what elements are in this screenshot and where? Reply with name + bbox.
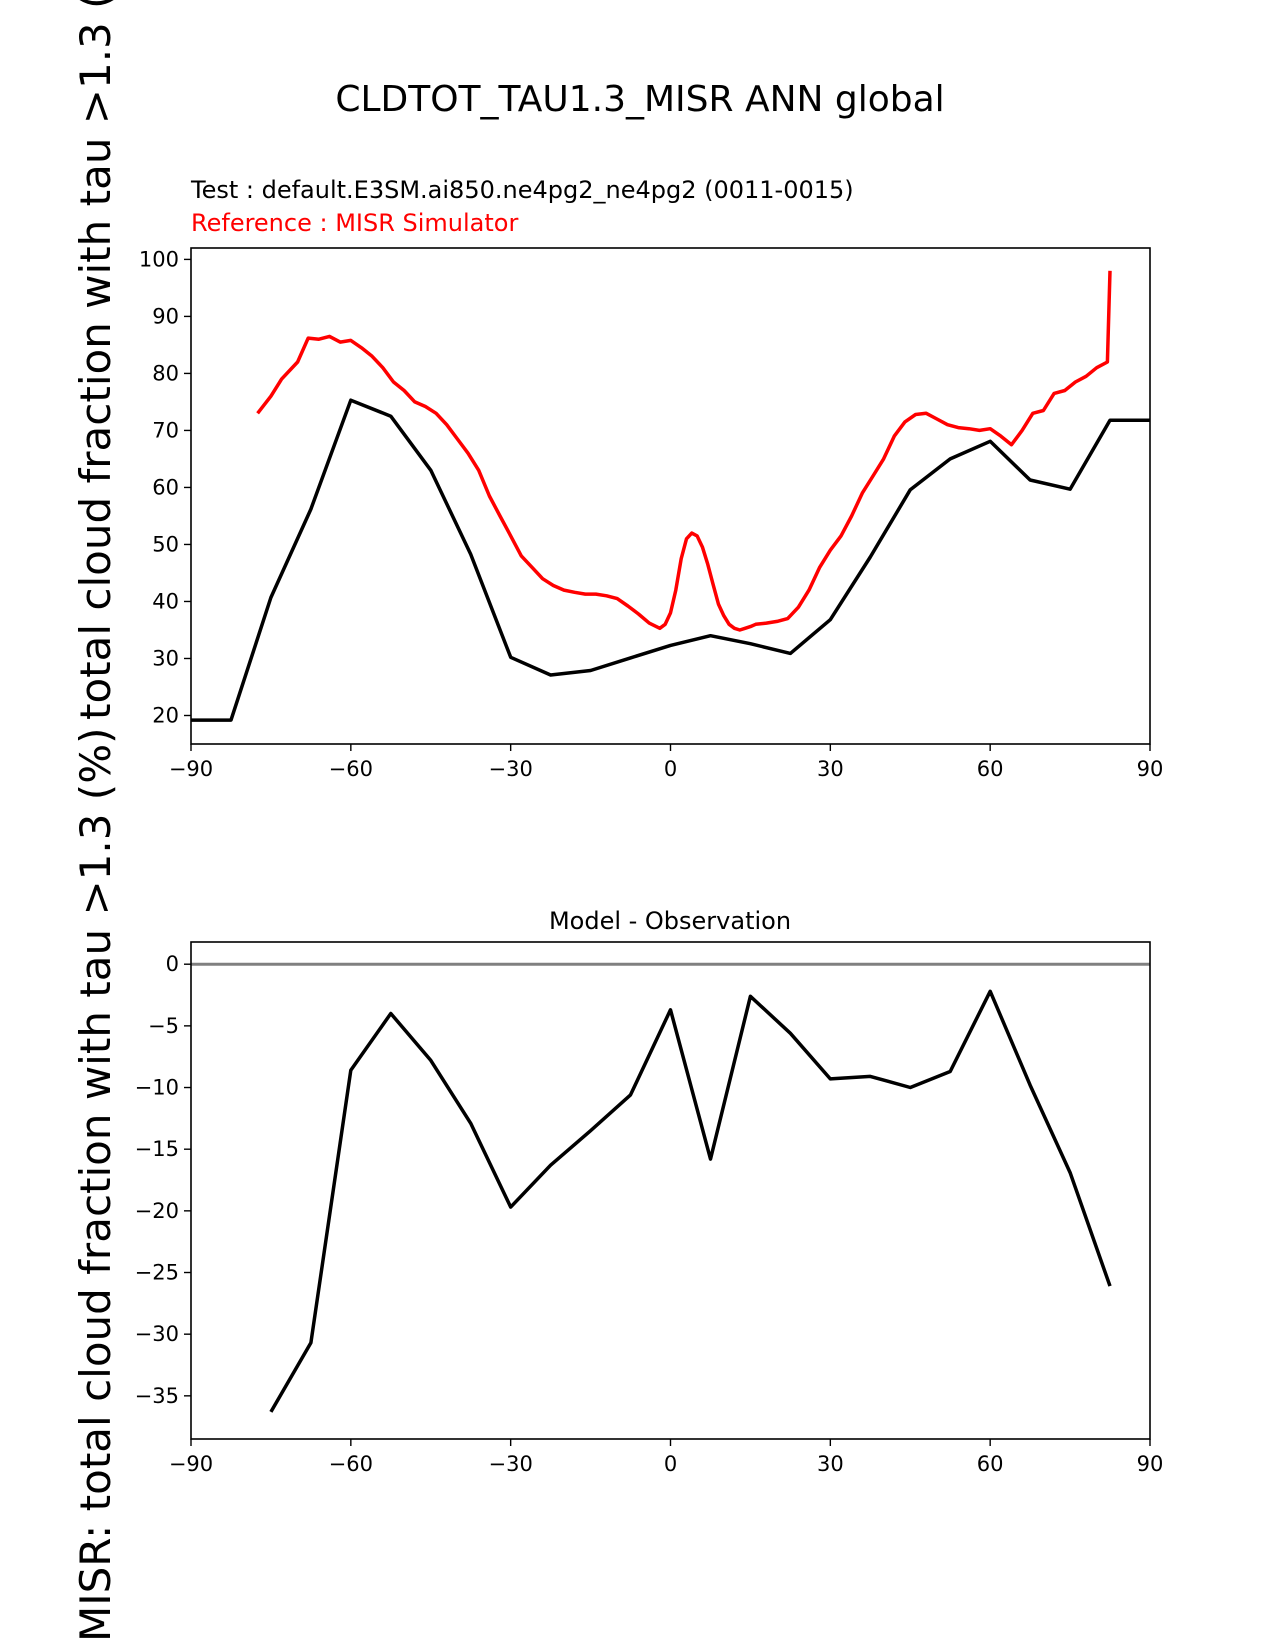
top-panel-frame — [190, 247, 1151, 745]
top-panel: −90 −60 −30 0 30 60 90 20 30 40 50 60 70 80 90 100 — [139, 247, 1163, 781]
test-series-line — [191, 398, 1150, 722]
bottom-panel: −90 −60 −30 0 30 60 90 0 −5 −10 −15 −20 −25 −30 −35 — [135, 941, 1164, 1476]
y-tick-label: 50 — [152, 532, 179, 556]
y-tick-label: 30 — [152, 646, 179, 670]
y-tick-label: 80 — [152, 361, 179, 385]
x-tick-label: −30 — [489, 1452, 533, 1476]
x-tick-label: 90 — [1137, 1452, 1164, 1476]
reference-series-line — [256, 270, 1112, 632]
y-tick-label: 40 — [152, 589, 179, 613]
difference-series-line — [269, 989, 1112, 1413]
bottom-panel-title: Model - Observation — [549, 907, 791, 935]
x-tick-label: −90 — [169, 757, 213, 781]
bottom-panel-lines — [191, 962, 1150, 1413]
y-tick-label: −30 — [135, 1322, 179, 1346]
y-tick-label: 20 — [152, 703, 179, 727]
reference-subtitle: Reference : MISR Simulator — [191, 209, 518, 237]
y-tick-label: −20 — [135, 1199, 179, 1223]
top-panel-ylabel: total cloud fraction with tau >1.3 (%) — [71, 0, 120, 720]
y-tick-label: 0 — [166, 952, 179, 976]
x-tick-label: 0 — [664, 757, 677, 781]
x-tick-label: −60 — [329, 1452, 373, 1476]
y-tick-label: −25 — [135, 1261, 179, 1285]
test-subtitle: Test : default.E3SM.ai850.ne4pg2_ne4pg2 … — [190, 176, 854, 204]
x-tick-label: 60 — [977, 1452, 1004, 1476]
x-tick-label: 30 — [817, 1452, 844, 1476]
top-panel-lines — [191, 270, 1150, 722]
x-tick-label: −90 — [169, 1452, 213, 1476]
y-tick-label: 100 — [139, 247, 179, 271]
y-tick-label: −15 — [135, 1137, 179, 1161]
y-tick-label: −5 — [148, 1014, 179, 1038]
x-tick-label: −30 — [489, 757, 533, 781]
figure-title: CLDTOT_TAU1.3_MISR ANN global — [335, 79, 944, 120]
y-tick-label: −35 — [135, 1384, 179, 1408]
y-tick-label: 90 — [152, 304, 179, 328]
x-tick-label: 30 — [817, 757, 844, 781]
top-panel-ticks: −90 −60 −30 0 30 60 90 20 30 40 50 60 70 80 90 100 — [139, 247, 1163, 781]
bottom-panel-ticks: −90 −60 −30 0 30 60 90 0 −5 −10 −15 −20 −25 −30 −35 — [135, 952, 1164, 1476]
x-tick-label: 60 — [977, 757, 1004, 781]
x-tick-label: −60 — [329, 757, 373, 781]
x-tick-label: 0 — [664, 1452, 677, 1476]
y-tick-label: 70 — [152, 418, 179, 442]
bottom-panel-frame — [190, 941, 1151, 1440]
figure-ylabel: MISR: total cloud fraction with tau >1.3… — [71, 728, 120, 1642]
x-tick-label: 90 — [1137, 757, 1164, 781]
y-tick-label: 60 — [152, 475, 179, 499]
y-tick-label: −10 — [135, 1076, 179, 1100]
